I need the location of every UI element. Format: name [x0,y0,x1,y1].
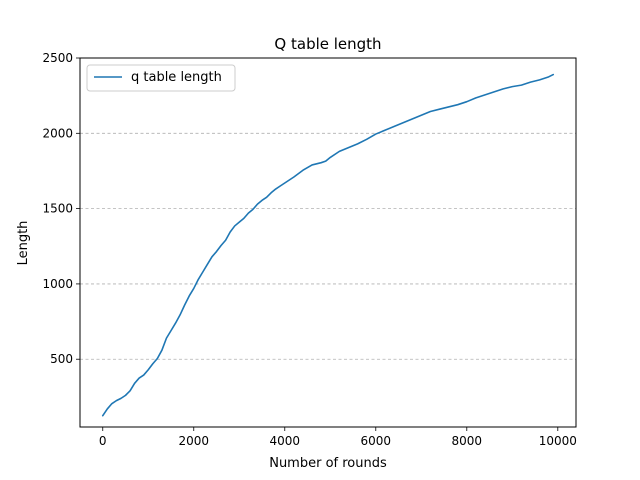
plot-frame [79,57,577,428]
y-axis-label: Length [16,221,31,266]
x-tick-label: 4000 [269,434,300,448]
series-layer [101,73,555,417]
ticks: 500 1000 1500 2000 2500 0 2000 4000 6000 8000 1000… [42,51,576,448]
x-tick-label: 0 [99,434,107,448]
x-tick-label: 8000 [452,434,483,448]
chart-title: Q table length [274,35,381,53]
legend-label: q table length [131,70,222,85]
y-tick-label: 1500 [42,202,73,216]
y-tick-label: 2000 [42,126,73,140]
x-tick-label: 10000 [539,434,577,448]
y-tick-label: 1000 [42,277,73,291]
x-axis-label: Number of rounds [269,456,387,471]
legend: q table length [86,64,236,92]
series-line-0 [101,73,555,417]
y-tick-label: 2500 [42,51,73,65]
legend-box [86,64,236,92]
grid [80,57,576,360]
x-tick-label: 6000 [361,434,392,448]
x-tick-label: 2000 [178,434,209,448]
y-tick-label: 500 [50,352,73,366]
